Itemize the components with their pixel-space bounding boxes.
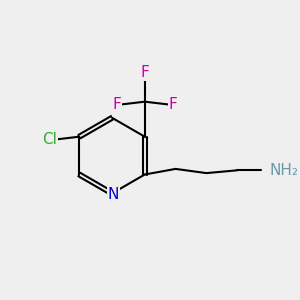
Text: F: F [168,97,177,112]
Text: NH₂: NH₂ [270,163,299,178]
Text: Cl: Cl [42,132,57,147]
Text: N: N [108,187,119,202]
Text: F: F [112,97,121,112]
Text: F: F [140,65,149,80]
